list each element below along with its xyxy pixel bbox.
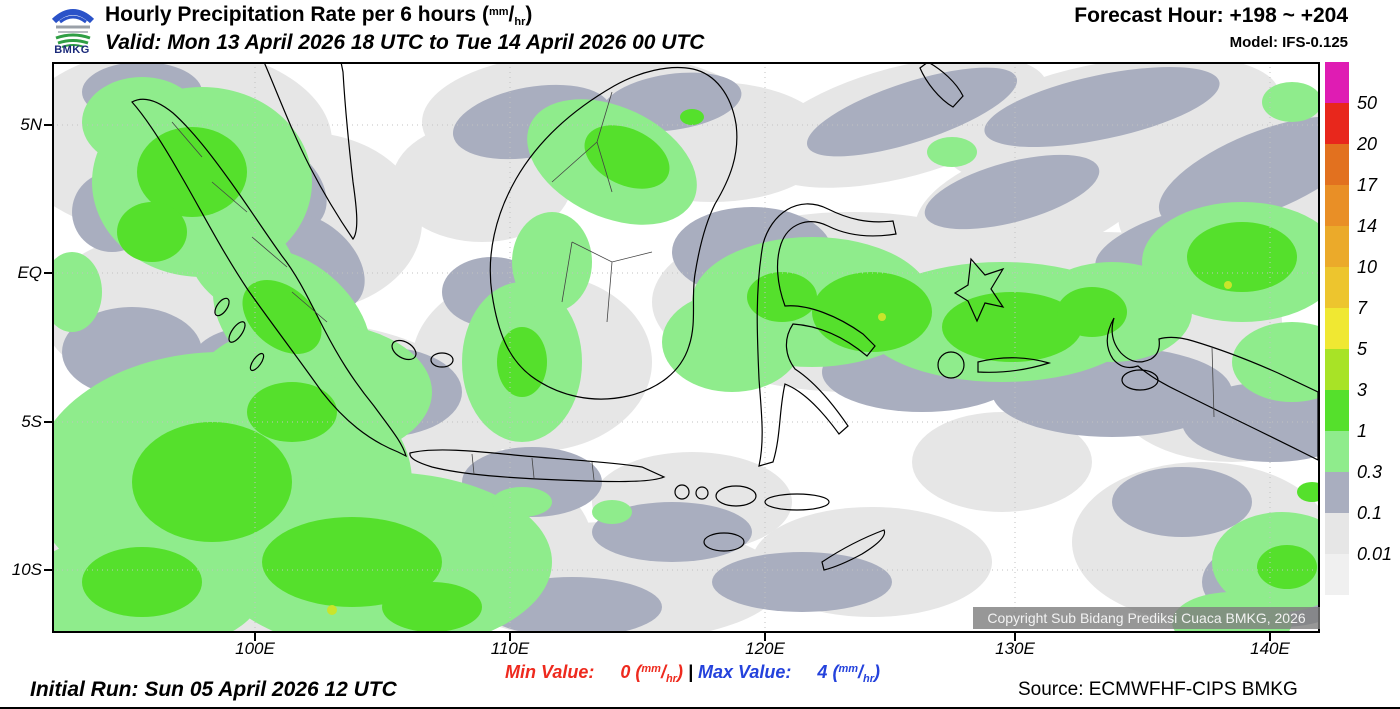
peninsula-bomberai: [1121, 369, 1159, 391]
min-value: 0: [620, 662, 631, 682]
island-siberut: [228, 321, 246, 343]
source-label: Source: ECMWFHF-CIPS BMKG: [1018, 679, 1298, 700]
scale-segment: [1325, 554, 1349, 595]
title-unit: (mm/hr): [481, 3, 533, 28]
scale-label: 1: [1357, 421, 1368, 441]
scale-segment: [1325, 185, 1349, 226]
bmkg-logo-icon: [51, 9, 95, 48]
lat-label-eq: EQ: [17, 263, 42, 282]
island-seram: [977, 357, 1052, 373]
min-unit: (mm/hr): [635, 662, 683, 685]
province-boundaries: [171, 91, 1215, 481]
island-lombok: [695, 486, 709, 500]
bottom-border: [0, 707, 1400, 709]
lat-tick: [44, 569, 52, 571]
scale-segment: [1325, 62, 1349, 103]
scale-segment: [1325, 144, 1349, 185]
lat-tick: [44, 124, 52, 126]
lon-label-110e: 110E: [490, 639, 530, 658]
scale-label: 5: [1357, 339, 1368, 359]
scale-segment: [1325, 308, 1349, 349]
scale-label: 14: [1357, 216, 1378, 236]
island-sumbawa: [715, 485, 757, 507]
island-bangka: [391, 339, 417, 361]
lat-label-5s: 5S: [21, 412, 42, 431]
lon-label-120e: 120E: [745, 639, 785, 658]
precip-green-layer: [82, 109, 1320, 632]
island-flores: [764, 493, 830, 511]
scale-label: 0.3: [1357, 462, 1383, 482]
copyright-overlay: Copyright Sub Bidang Prediksi Cuaca BMKG…: [973, 607, 1320, 629]
lon-tick: [1269, 633, 1271, 641]
max-value: 4: [817, 662, 828, 682]
lat-tick: [44, 272, 52, 274]
island-mindanao: [919, 62, 964, 108]
bmkg-logo-label: BMKG: [54, 44, 90, 56]
island-bali: [674, 484, 690, 500]
page-title: Hourly Precipitation Rate per 6 hours (m…: [105, 3, 533, 28]
island-sulawesi: [756, 203, 897, 467]
scale-segment: [1325, 103, 1349, 144]
island-sumatra: [131, 98, 407, 458]
scale-segment: [1325, 349, 1349, 390]
scale-label: 3: [1357, 380, 1368, 400]
scale-label: 17: [1357, 175, 1378, 195]
lon-tick: [509, 633, 511, 641]
island-belitung: [430, 352, 454, 368]
map-border: [52, 62, 1320, 633]
precipitation-map: [52, 62, 1320, 633]
island-nias: [214, 297, 230, 317]
scale-segment: [1325, 390, 1349, 431]
scale-label: 0.01: [1357, 544, 1393, 564]
island-halmahera: [953, 257, 1005, 323]
max-value-label: Max Value: 4 (mm/hr): [698, 662, 881, 685]
scale-segment: [1325, 267, 1349, 308]
initial-run-label: Initial Run: Sun 05 April 2026 12 UTC: [30, 678, 397, 701]
scale-label: 7: [1357, 298, 1368, 318]
max-unit: (mm/hr): [832, 662, 881, 685]
lat-tick: [44, 421, 52, 423]
valid-time-label: Valid: Mon 13 April 2026 18 UTC to Tue 1…: [105, 31, 705, 54]
lon-label-130e: 130E: [995, 639, 1035, 658]
island-borneo: [489, 66, 738, 400]
lon-tick: [254, 633, 256, 641]
island-buru: [937, 351, 965, 379]
min-max-separator: |: [687, 662, 694, 682]
min-value-label: Min Value: 0 (mm/hr): [505, 662, 683, 685]
graticule-gridlines: [52, 62, 1320, 633]
scale-label: 50: [1357, 93, 1378, 113]
scale-label: 0.1: [1357, 503, 1383, 523]
min-max-values: Min Value: 0 (mm/hr) | Max Value: 4 (mm/hr…: [505, 662, 880, 685]
lon-tick: [1014, 633, 1016, 641]
lon-label-140e: 140E: [1250, 639, 1290, 658]
scale-label: 10: [1357, 257, 1378, 277]
island-sumba: [703, 532, 745, 552]
lon-label-100e: 100E: [235, 639, 275, 658]
island-timor: [821, 529, 886, 571]
lat-label-10s: 10S: [11, 560, 42, 579]
scale-segment: [1325, 431, 1349, 472]
lat-label-5n: 5N: [20, 115, 42, 134]
malay-peninsula: [263, 62, 358, 241]
scale-segment: [1325, 513, 1349, 554]
scale-segment: [1325, 226, 1349, 267]
island-java: [409, 449, 666, 483]
scale-label: 20: [1357, 134, 1378, 154]
precip-yellow-green-layer: [327, 281, 1232, 615]
scale-segment: [1325, 472, 1349, 513]
lon-tick: [764, 633, 766, 641]
forecast-hour-label: Forecast Hour: +198 ~ +204: [1074, 4, 1348, 27]
model-label: Model: IFS-0.125: [1229, 34, 1348, 51]
island-mentawai: [249, 352, 265, 372]
